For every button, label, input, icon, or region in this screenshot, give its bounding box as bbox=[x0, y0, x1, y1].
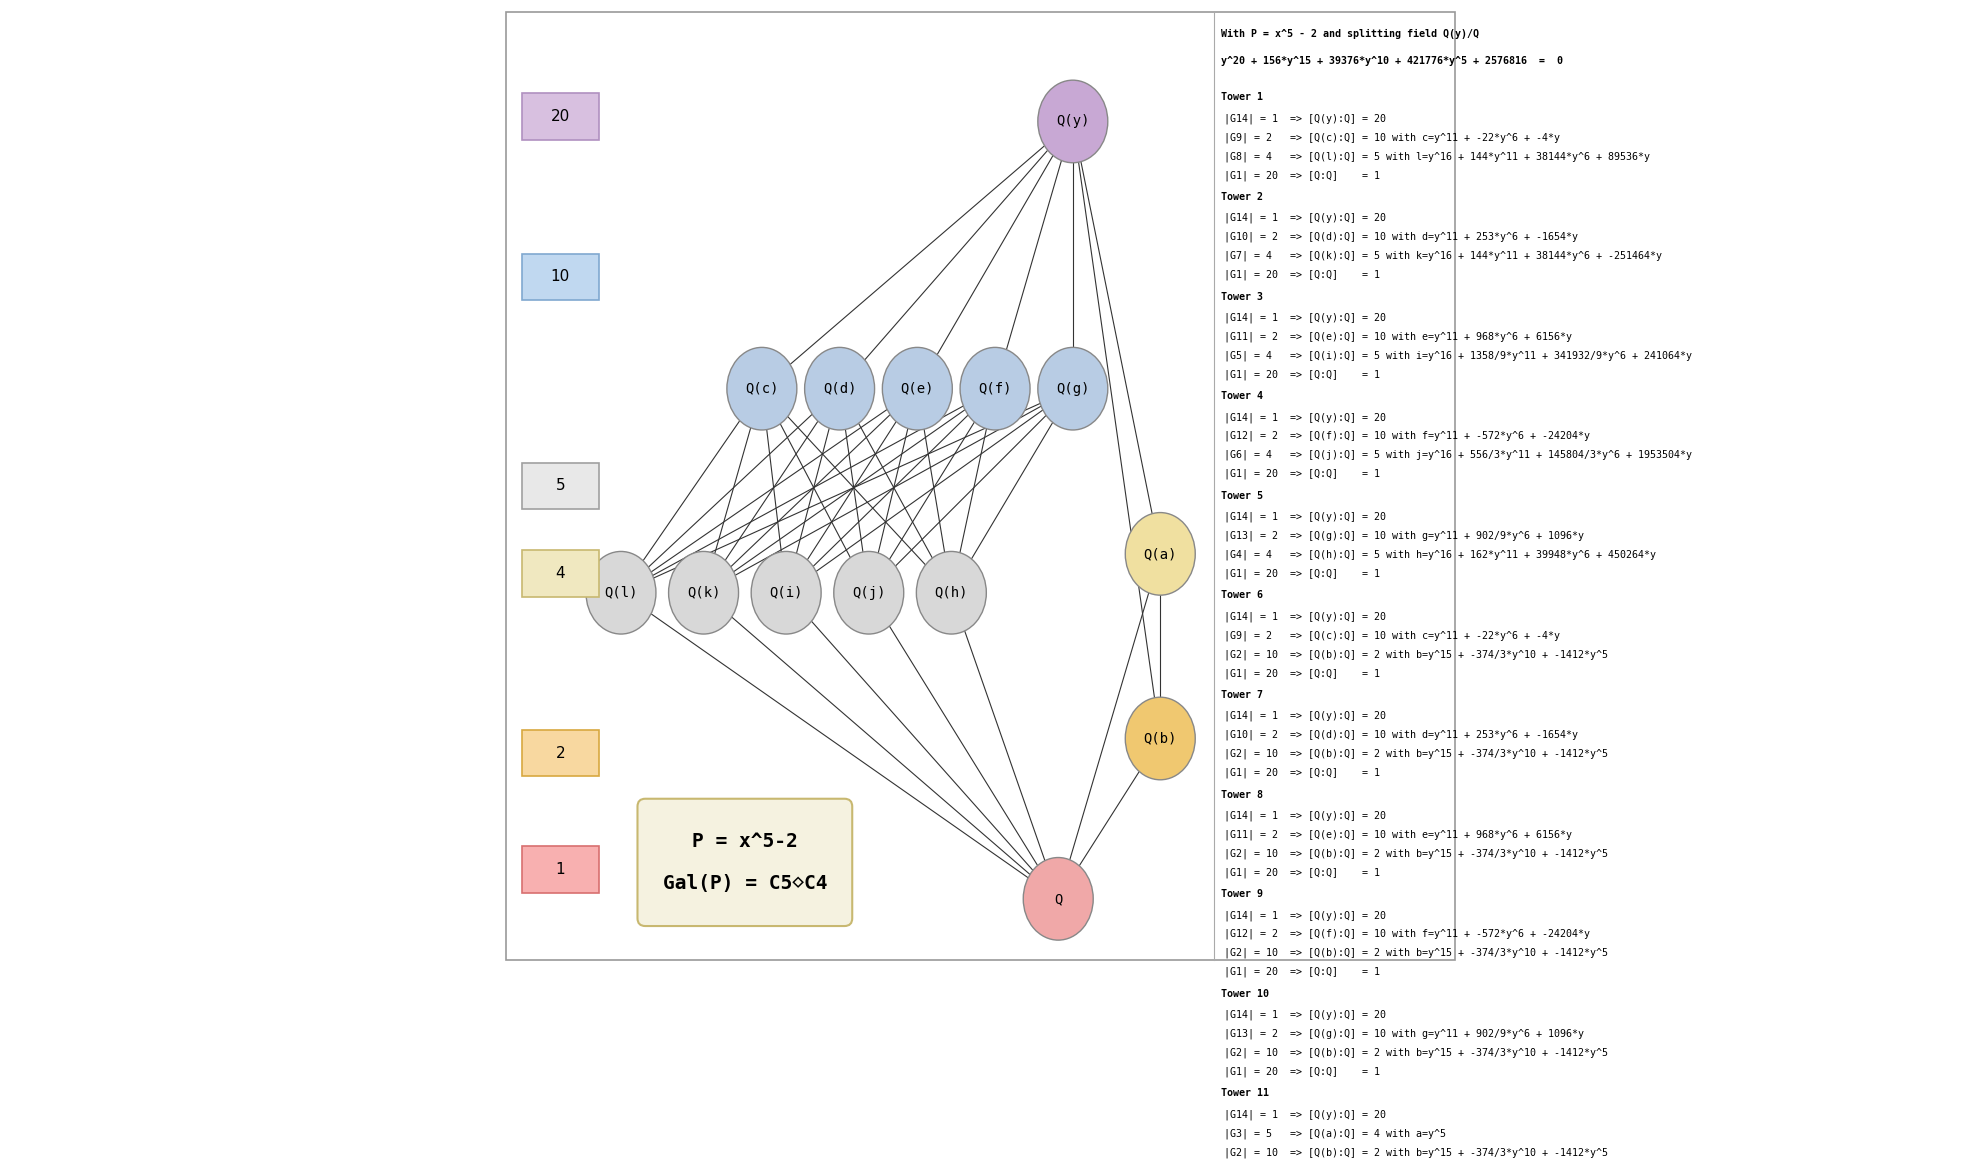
Text: Q(i): Q(i) bbox=[769, 586, 802, 600]
Text: |G2| = 10  => [Q(b):Q] = 2 with b=y^15 + -374/3*y^10 + -1412*y^5: |G2| = 10 => [Q(b):Q] = 2 with b=y^15 + … bbox=[1224, 1147, 1608, 1158]
Ellipse shape bbox=[916, 551, 986, 634]
Text: |G11| = 2  => [Q(e):Q] = 10 with e=y^11 + 968*y^6 + 6156*y: |G11| = 2 => [Q(e):Q] = 10 with e=y^11 +… bbox=[1224, 829, 1573, 839]
Ellipse shape bbox=[833, 551, 904, 634]
Text: |G1| = 20  => [Q:Q]    = 1: |G1| = 20 => [Q:Q] = 1 bbox=[1224, 269, 1381, 280]
Ellipse shape bbox=[1037, 80, 1108, 163]
Text: Q(e): Q(e) bbox=[900, 382, 933, 396]
Text: |G1| = 20  => [Q:Q]    = 1: |G1| = 20 => [Q:Q] = 1 bbox=[1224, 469, 1381, 479]
Text: Q(a): Q(a) bbox=[1143, 547, 1177, 561]
Text: |G7| = 4   => [Q(k):Q] = 5 with k=y^16 + 144*y^11 + 38144*y^6 + -251464*y: |G7| = 4 => [Q(k):Q] = 5 with k=y^16 + 1… bbox=[1224, 251, 1663, 261]
FancyBboxPatch shape bbox=[522, 730, 598, 777]
Text: Tower 3: Tower 3 bbox=[1222, 291, 1263, 302]
Text: |G8| = 4   => [Q(l):Q] = 5 with l=y^16 + 144*y^11 + 38144*y^6 + 89536*y: |G8| = 4 => [Q(l):Q] = 5 with l=y^16 + 1… bbox=[1224, 151, 1651, 161]
Ellipse shape bbox=[1126, 698, 1196, 780]
Text: |G11| = 2  => [Q(e):Q] = 10 with e=y^11 + 968*y^6 + 6156*y: |G11| = 2 => [Q(e):Q] = 10 with e=y^11 +… bbox=[1224, 331, 1573, 341]
Text: |G10| = 2  => [Q(d):Q] = 10 with d=y^11 + 253*y^6 + -1654*y: |G10| = 2 => [Q(d):Q] = 10 with d=y^11 +… bbox=[1224, 730, 1579, 741]
Text: Q(l): Q(l) bbox=[604, 586, 637, 600]
Text: |G1| = 20  => [Q:Q]    = 1: |G1| = 20 => [Q:Q] = 1 bbox=[1224, 867, 1381, 878]
Text: 4: 4 bbox=[555, 565, 565, 580]
Text: Tower 11: Tower 11 bbox=[1222, 1088, 1269, 1098]
Text: 5: 5 bbox=[555, 478, 565, 493]
Ellipse shape bbox=[751, 551, 822, 634]
FancyBboxPatch shape bbox=[522, 253, 598, 301]
Text: |G14| = 1  => [Q(y):Q] = 20: |G14| = 1 => [Q(y):Q] = 20 bbox=[1224, 810, 1386, 821]
Text: With P = x^5 - 2 and splitting field Q(y)/Q: With P = x^5 - 2 and splitting field Q(y… bbox=[1222, 29, 1479, 39]
Text: |G1| = 20  => [Q:Q]    = 1: |G1| = 20 => [Q:Q] = 1 bbox=[1224, 569, 1381, 579]
Text: Q(d): Q(d) bbox=[824, 382, 857, 396]
Text: Tower 4: Tower 4 bbox=[1222, 391, 1263, 401]
FancyBboxPatch shape bbox=[522, 550, 598, 597]
Text: |G3| = 5   => [Q(a):Q] = 4 with a=y^5: |G3| = 5 => [Q(a):Q] = 4 with a=y^5 bbox=[1224, 1128, 1447, 1139]
Text: |G2| = 10  => [Q(b):Q] = 2 with b=y^15 + -374/3*y^10 + -1412*y^5: |G2| = 10 => [Q(b):Q] = 2 with b=y^15 + … bbox=[1224, 1047, 1608, 1058]
Ellipse shape bbox=[804, 347, 875, 430]
Text: Tower 2: Tower 2 bbox=[1222, 192, 1263, 202]
Text: |G1| = 20  => [Q:Q]    = 1: |G1| = 20 => [Q:Q] = 1 bbox=[1224, 170, 1381, 181]
Ellipse shape bbox=[882, 347, 953, 430]
Text: |G13| = 2  => [Q(g):Q] = 10 with g=y^11 + 902/9*y^6 + 1096*y: |G13| = 2 => [Q(g):Q] = 10 with g=y^11 +… bbox=[1224, 531, 1584, 541]
Text: |G1| = 20  => [Q:Q]    = 1: |G1| = 20 => [Q:Q] = 1 bbox=[1224, 668, 1381, 678]
Text: Q(g): Q(g) bbox=[1057, 382, 1090, 396]
Text: 1: 1 bbox=[555, 863, 565, 878]
Text: |G1| = 20  => [Q:Q]    = 1: |G1| = 20 => [Q:Q] = 1 bbox=[1224, 767, 1381, 778]
Text: Gal(P) = C5⋄C4: Gal(P) = C5⋄C4 bbox=[663, 874, 828, 893]
Text: |G12| = 2  => [Q(f):Q] = 10 with f=y^11 + -572*y^6 + -24204*y: |G12| = 2 => [Q(f):Q] = 10 with f=y^11 +… bbox=[1224, 929, 1590, 939]
Text: |G14| = 1  => [Q(y):Q] = 20: |G14| = 1 => [Q(y):Q] = 20 bbox=[1224, 711, 1386, 721]
Text: |G12| = 2  => [Q(f):Q] = 10 with f=y^11 + -572*y^6 + -24204*y: |G12| = 2 => [Q(f):Q] = 10 with f=y^11 +… bbox=[1224, 431, 1590, 441]
Text: |G14| = 1  => [Q(y):Q] = 20: |G14| = 1 => [Q(y):Q] = 20 bbox=[1224, 611, 1386, 621]
Text: |G1| = 20  => [Q:Q]    = 1: |G1| = 20 => [Q:Q] = 1 bbox=[1224, 369, 1381, 380]
Text: |G14| = 1  => [Q(y):Q] = 20: |G14| = 1 => [Q(y):Q] = 20 bbox=[1224, 114, 1386, 124]
Ellipse shape bbox=[1024, 858, 1092, 940]
Text: |G10| = 2  => [Q(d):Q] = 10 with d=y^11 + 253*y^6 + -1654*y: |G10| = 2 => [Q(d):Q] = 10 with d=y^11 +… bbox=[1224, 232, 1579, 243]
FancyBboxPatch shape bbox=[522, 846, 598, 893]
Ellipse shape bbox=[961, 347, 1030, 430]
FancyBboxPatch shape bbox=[522, 462, 598, 510]
Text: Q(h): Q(h) bbox=[935, 586, 969, 600]
Text: |G14| = 1  => [Q(y):Q] = 20: |G14| = 1 => [Q(y):Q] = 20 bbox=[1224, 512, 1386, 522]
Text: Tower 8: Tower 8 bbox=[1222, 789, 1263, 800]
Text: y^20 + 156*y^15 + 39376*y^10 + 421776*y^5 + 2576816  =  0: y^20 + 156*y^15 + 39376*y^10 + 421776*y^… bbox=[1222, 57, 1563, 66]
Text: 10: 10 bbox=[551, 269, 571, 284]
Text: Q(y): Q(y) bbox=[1057, 115, 1090, 129]
Text: 2: 2 bbox=[555, 745, 565, 760]
Text: |G5| = 4   => [Q(i):Q] = 5 with i=y^16 + 1358/9*y^11 + 341932/9*y^6 + 241064*y: |G5| = 4 => [Q(i):Q] = 5 with i=y^16 + 1… bbox=[1224, 351, 1692, 361]
Text: Q(b): Q(b) bbox=[1143, 731, 1177, 745]
Text: Q(c): Q(c) bbox=[745, 382, 779, 396]
Ellipse shape bbox=[1126, 512, 1196, 596]
Text: |G4| = 4   => [Q(h):Q] = 5 with h=y^16 + 162*y^11 + 39948*y^6 + 450264*y: |G4| = 4 => [Q(h):Q] = 5 with h=y^16 + 1… bbox=[1224, 549, 1657, 560]
Text: Q: Q bbox=[1055, 892, 1063, 906]
Text: Tower 5: Tower 5 bbox=[1222, 491, 1263, 500]
Text: |G1| = 20  => [Q:Q]    = 1: |G1| = 20 => [Q:Q] = 1 bbox=[1224, 1067, 1381, 1077]
FancyBboxPatch shape bbox=[522, 93, 598, 140]
Ellipse shape bbox=[728, 347, 796, 430]
Text: |G13| = 2  => [Q(g):Q] = 10 with g=y^11 + 902/9*y^6 + 1096*y: |G13| = 2 => [Q(g):Q] = 10 with g=y^11 +… bbox=[1224, 1029, 1584, 1039]
Text: |G2| = 10  => [Q(b):Q] = 2 with b=y^15 + -374/3*y^10 + -1412*y^5: |G2| = 10 => [Q(b):Q] = 2 with b=y^15 + … bbox=[1224, 649, 1608, 659]
Ellipse shape bbox=[1037, 347, 1108, 430]
Text: |G14| = 1  => [Q(y):Q] = 20: |G14| = 1 => [Q(y):Q] = 20 bbox=[1224, 212, 1386, 223]
Text: Tower 7: Tower 7 bbox=[1222, 690, 1263, 700]
Text: Tower 10: Tower 10 bbox=[1222, 989, 1269, 998]
Text: |G2| = 10  => [Q(b):Q] = 2 with b=y^15 + -374/3*y^10 + -1412*y^5: |G2| = 10 => [Q(b):Q] = 2 with b=y^15 + … bbox=[1224, 947, 1608, 958]
Text: |G2| = 10  => [Q(b):Q] = 2 with b=y^15 + -374/3*y^10 + -1412*y^5: |G2| = 10 => [Q(b):Q] = 2 with b=y^15 + … bbox=[1224, 849, 1608, 859]
Text: |G14| = 1  => [Q(y):Q] = 20: |G14| = 1 => [Q(y):Q] = 20 bbox=[1224, 1010, 1386, 1021]
Text: |G14| = 1  => [Q(y):Q] = 20: |G14| = 1 => [Q(y):Q] = 20 bbox=[1224, 312, 1386, 323]
Text: |G14| = 1  => [Q(y):Q] = 20: |G14| = 1 => [Q(y):Q] = 20 bbox=[1224, 412, 1386, 423]
Text: Tower 9: Tower 9 bbox=[1222, 889, 1263, 899]
Text: Tower 6: Tower 6 bbox=[1222, 590, 1263, 600]
Text: Q(f): Q(f) bbox=[979, 382, 1012, 396]
Text: P = x^5-2: P = x^5-2 bbox=[692, 831, 798, 851]
Text: |G14| = 1  => [Q(y):Q] = 20: |G14| = 1 => [Q(y):Q] = 20 bbox=[1224, 1109, 1386, 1119]
Text: 20: 20 bbox=[551, 109, 571, 124]
Ellipse shape bbox=[669, 551, 739, 634]
Ellipse shape bbox=[586, 551, 655, 634]
Text: |G14| = 1  => [Q(y):Q] = 20: |G14| = 1 => [Q(y):Q] = 20 bbox=[1224, 910, 1386, 921]
Text: Tower 1: Tower 1 bbox=[1222, 93, 1263, 102]
Text: |G9| = 2   => [Q(c):Q] = 10 with c=y^11 + -22*y^6 + -4*y: |G9| = 2 => [Q(c):Q] = 10 with c=y^11 + … bbox=[1224, 132, 1561, 143]
Text: Q(j): Q(j) bbox=[851, 586, 886, 600]
FancyBboxPatch shape bbox=[637, 799, 853, 926]
Text: Q(k): Q(k) bbox=[686, 586, 720, 600]
Text: |G2| = 10  => [Q(b):Q] = 2 with b=y^15 + -374/3*y^10 + -1412*y^5: |G2| = 10 => [Q(b):Q] = 2 with b=y^15 + … bbox=[1224, 749, 1608, 759]
Text: |G1| = 20  => [Q:Q]    = 1: |G1| = 20 => [Q:Q] = 1 bbox=[1224, 967, 1381, 978]
Text: |G9| = 2   => [Q(c):Q] = 10 with c=y^11 + -22*y^6 + -4*y: |G9| = 2 => [Q(c):Q] = 10 with c=y^11 + … bbox=[1224, 630, 1561, 641]
Text: |G6| = 4   => [Q(j):Q] = 5 with j=y^16 + 556/3*y^11 + 145804/3*y^6 + 1953504*y: |G6| = 4 => [Q(j):Q] = 5 with j=y^16 + 5… bbox=[1224, 450, 1692, 461]
